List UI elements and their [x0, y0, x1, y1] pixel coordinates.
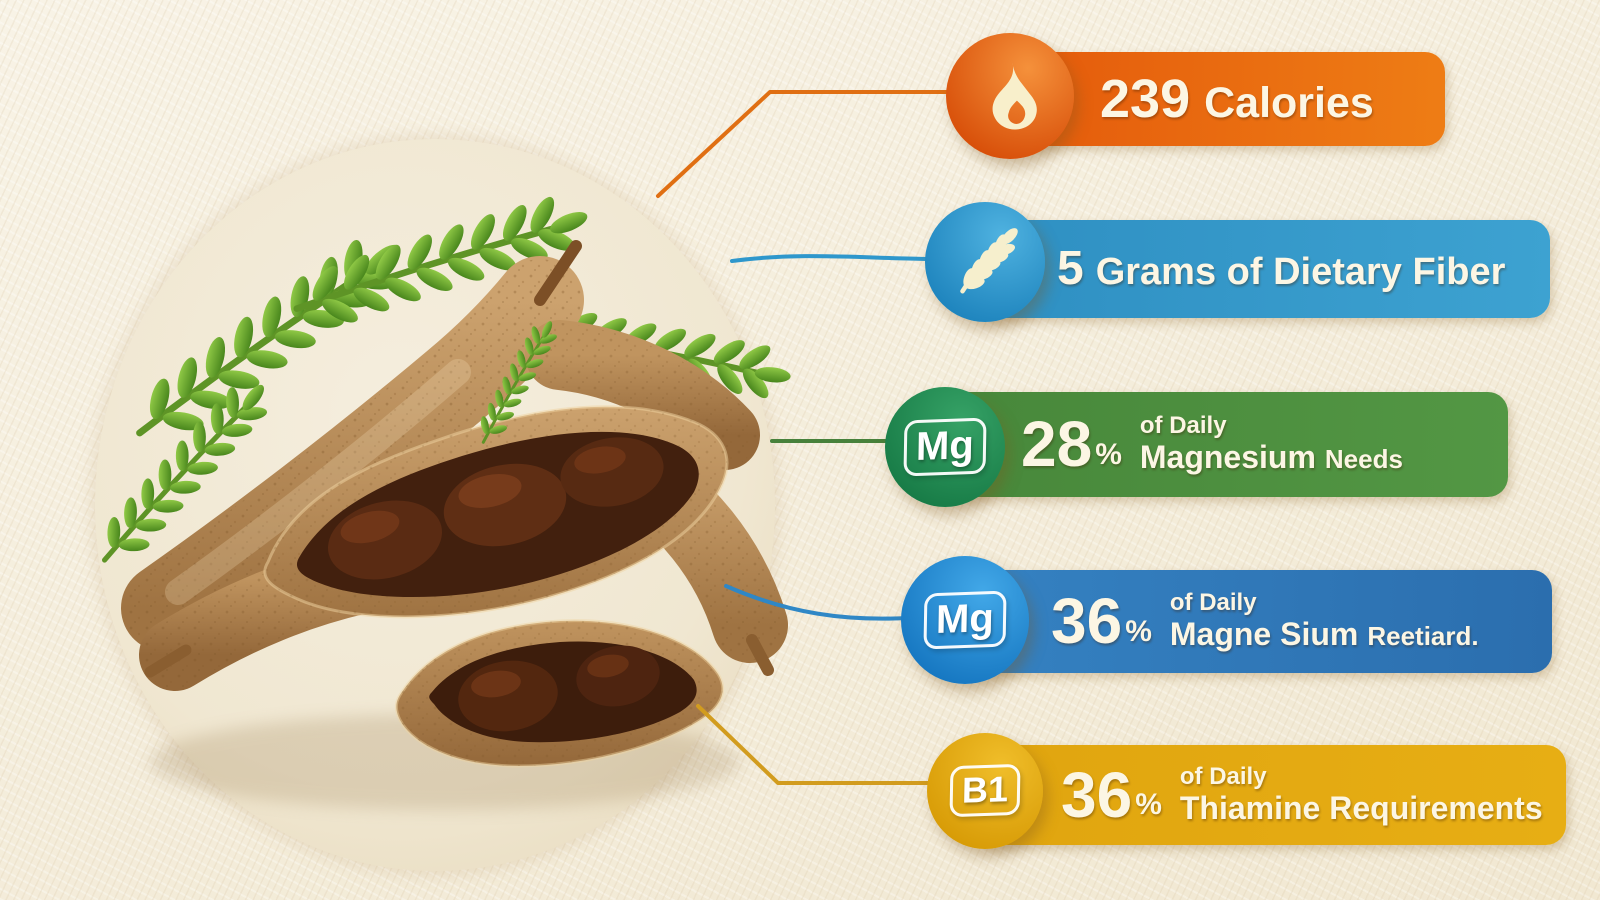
- fact-line2: Magne Sium: [1169, 616, 1359, 653]
- fact-value-calories: 239: [1100, 69, 1191, 129]
- fact-line1: of Daily: [1169, 589, 1257, 617]
- connector-line-fiber: [730, 254, 932, 263]
- icon-circle-magnesium: Mg: [885, 387, 1005, 507]
- mg-badge: Mg: [903, 417, 987, 477]
- fact-line2: Thiamine Requirements: [1179, 789, 1543, 826]
- percent-symbol: %: [1135, 788, 1162, 822]
- fact-label-calories: Calories: [1204, 79, 1374, 127]
- icon-circle-fiber: [925, 202, 1045, 322]
- connector-line-calories: [656, 90, 954, 198]
- fact-line2-suffix: Needs: [1324, 444, 1403, 475]
- icon-circle-calories: [946, 33, 1074, 159]
- flame-icon: [992, 62, 1037, 130]
- tamarind-pods: [121, 240, 788, 768]
- fact-label-fiber: Grams of Dietary Fiber: [1095, 251, 1506, 293]
- fact-banner-magnesium-2: 36 % of Daily Magne Sium Reetiard.: [955, 570, 1552, 673]
- icon-circle-thiamine: B1: [927, 733, 1043, 849]
- fact-banner-calories: 239 Calories: [1000, 52, 1445, 146]
- percent-symbol: %: [1125, 614, 1152, 648]
- fact-line1: of Daily: [1139, 412, 1227, 440]
- connector-line-thiamine: [696, 704, 934, 785]
- mg-badge: Mg: [923, 590, 1007, 650]
- fact-banner-magnesium: 28 % of Daily Magnesium Needs: [935, 392, 1508, 497]
- icon-circle-magnesium-2: Mg: [901, 556, 1029, 684]
- wheat-icon: [960, 228, 1018, 294]
- fact-line1: of Daily: [1179, 762, 1267, 790]
- fact-value-magnesium: 28: [1021, 408, 1093, 481]
- fact-banner-fiber: 5 Grams of Dietary Fiber: [975, 220, 1550, 318]
- fact-banner-thiamine: 36 % of Daily Thiamine Requirements: [975, 745, 1566, 845]
- b1-badge: B1: [949, 764, 1021, 818]
- fact-line2-suffix: Reetiard.: [1367, 621, 1479, 652]
- fact-value-fiber: 5: [1057, 242, 1084, 295]
- fact-value-magnesium-2: 36: [1051, 585, 1123, 658]
- percent-symbol: %: [1095, 437, 1122, 471]
- connector-line-magnesium-2: [724, 584, 910, 621]
- fact-line2: Magnesium: [1139, 439, 1316, 476]
- fact-value-thiamine: 36: [1061, 758, 1133, 831]
